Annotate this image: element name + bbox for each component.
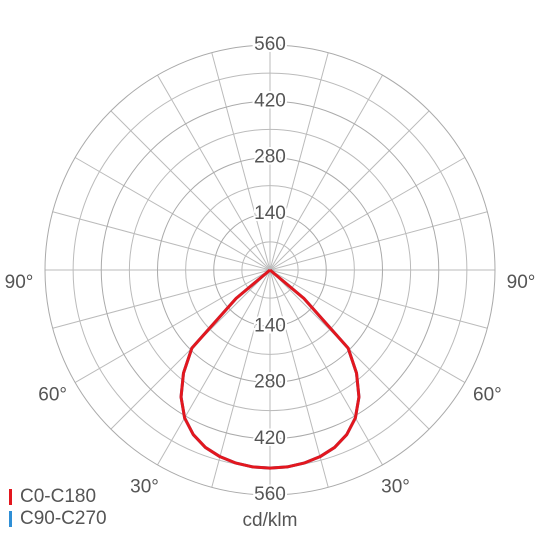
r-tick-label: 420 — [254, 90, 286, 111]
angle-label: 90° — [5, 272, 34, 293]
legend-swatch — [9, 489, 12, 505]
grid-ring — [100, 100, 440, 440]
angle-label: 30° — [381, 476, 410, 497]
r-tick-label: 280 — [254, 147, 286, 168]
legend-label: C0-C180 — [20, 486, 96, 507]
series-line — [179, 268, 361, 470]
axis-label: cd/klm — [243, 510, 298, 531]
legend-label: C90-C270 — [20, 508, 107, 529]
r-tick-label: 140 — [254, 203, 286, 224]
angle-label: 90° — [507, 272, 536, 293]
grid-ring — [213, 213, 327, 327]
legend-swatch — [9, 511, 12, 527]
r-tick-label: 140 — [254, 315, 286, 336]
r-tick-label: 560 — [254, 484, 286, 505]
angle-label: 30° — [130, 476, 159, 497]
r-tick-label: 280 — [254, 372, 286, 393]
angle-label: 60° — [473, 385, 502, 406]
angle-label: 60° — [38, 385, 67, 406]
r-tick-label: 420 — [254, 428, 286, 449]
grid-ring — [44, 44, 496, 496]
r-tick-label: 560 — [254, 34, 286, 55]
grid-ring — [157, 157, 383, 383]
